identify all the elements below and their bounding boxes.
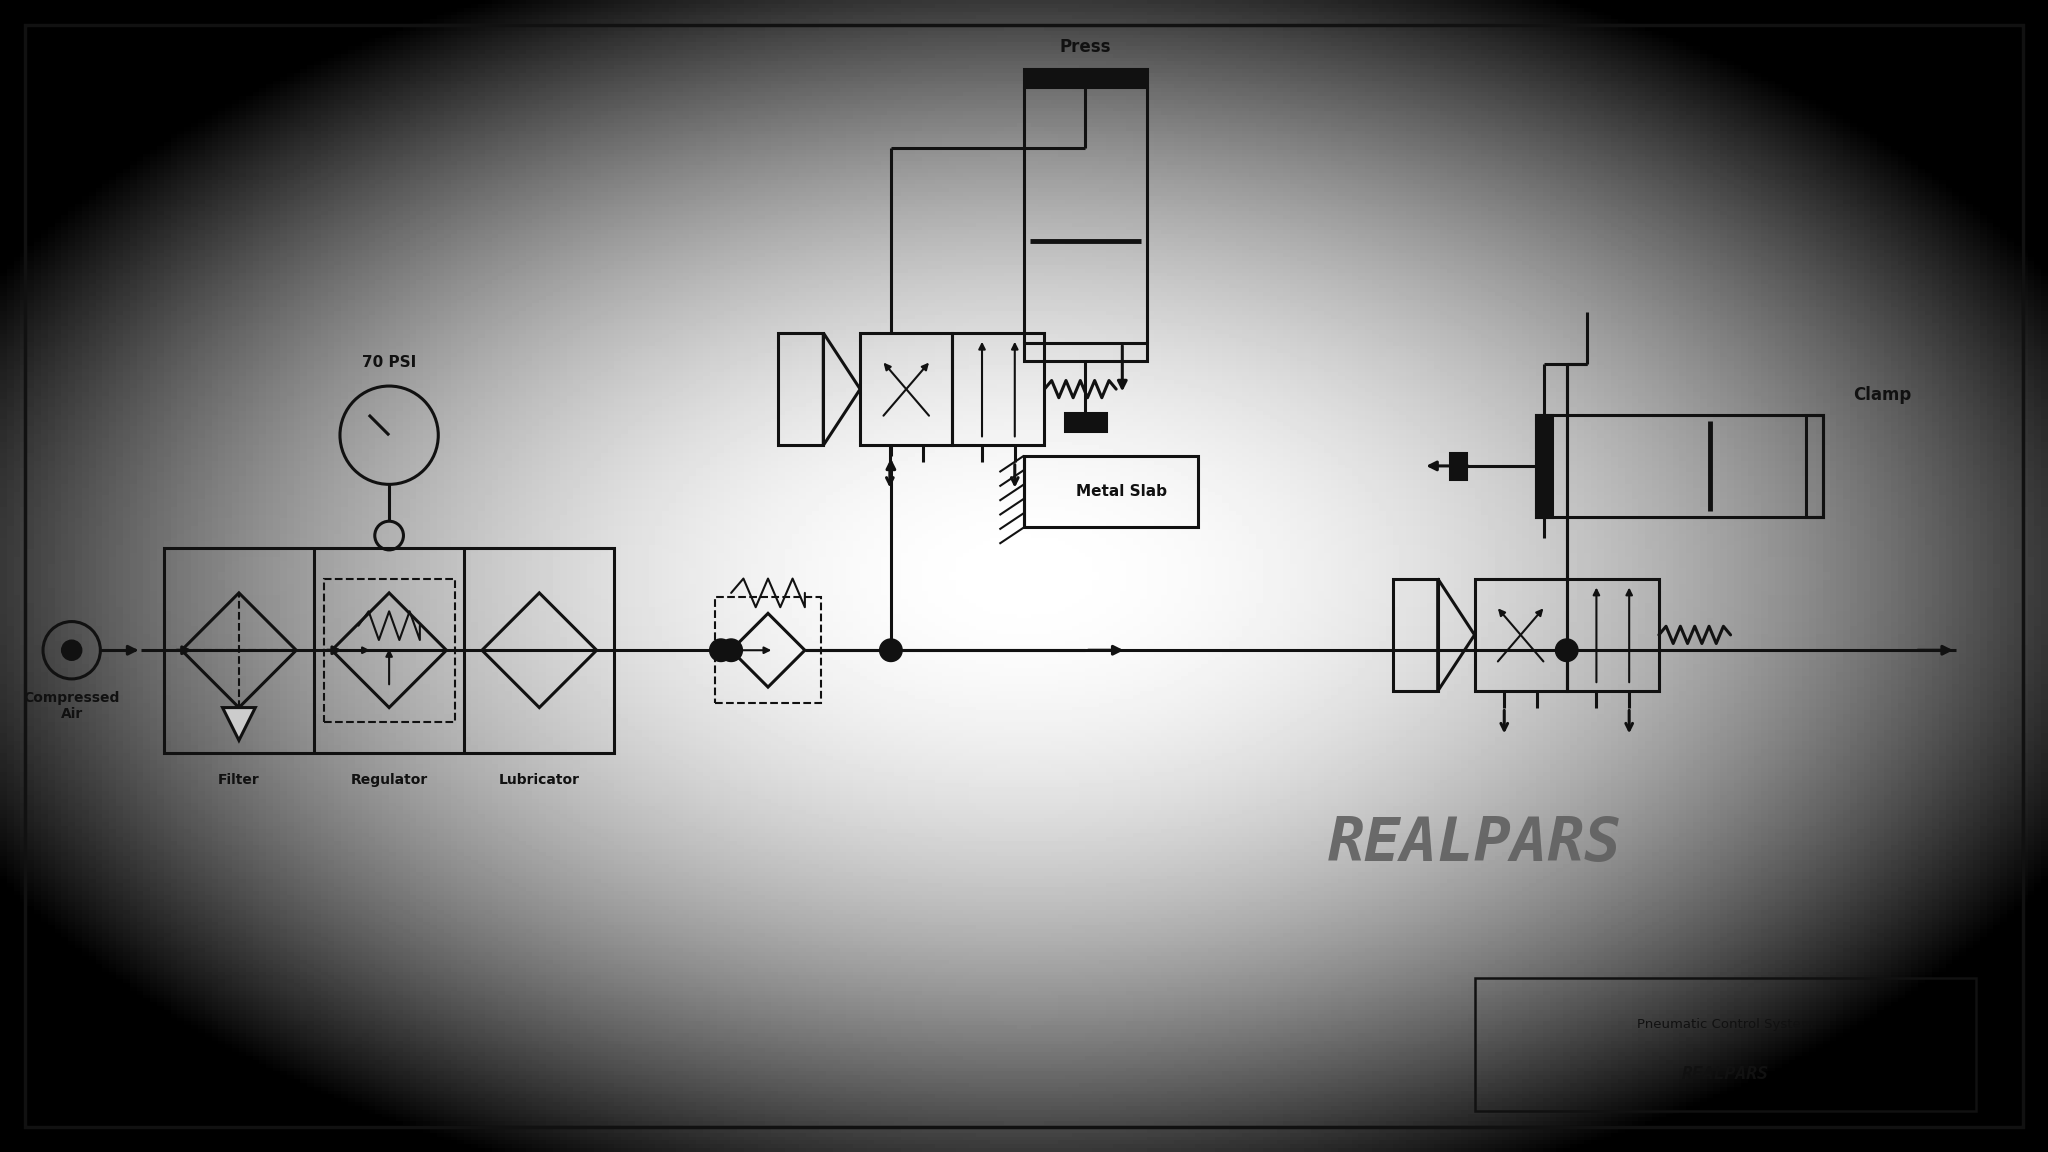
Bar xyxy=(1536,415,1552,517)
Bar xyxy=(1393,578,1438,691)
Bar xyxy=(1450,453,1466,479)
Circle shape xyxy=(721,639,743,661)
Text: Compressed
Air: Compressed Air xyxy=(23,691,121,721)
Bar xyxy=(1475,978,1976,1111)
Bar xyxy=(1024,343,1147,362)
Bar xyxy=(1536,415,1823,517)
Text: Lubricator: Lubricator xyxy=(500,773,580,787)
Text: Metal Slab: Metal Slab xyxy=(1075,484,1167,499)
Bar xyxy=(324,578,455,722)
Text: REALPARS: REALPARS xyxy=(1327,816,1622,874)
Text: Pneumatic Control System: Pneumatic Control System xyxy=(1636,1018,1815,1031)
Circle shape xyxy=(881,639,901,661)
Text: 70 PSI: 70 PSI xyxy=(362,355,416,370)
Bar xyxy=(860,333,952,446)
Text: Clamp: Clamp xyxy=(1853,386,1911,404)
Bar xyxy=(1806,415,1823,517)
Circle shape xyxy=(711,639,733,661)
Circle shape xyxy=(1556,639,1579,661)
Bar xyxy=(952,333,1044,446)
Text: REALPARS: REALPARS xyxy=(1681,1064,1769,1083)
Bar xyxy=(778,333,823,446)
Circle shape xyxy=(63,641,82,659)
Bar xyxy=(1475,578,1567,691)
Bar xyxy=(1065,412,1106,431)
Text: Regulator: Regulator xyxy=(350,773,428,787)
Text: Press: Press xyxy=(1059,38,1112,56)
Text: Filter: Filter xyxy=(217,773,260,787)
Bar xyxy=(164,548,614,752)
Bar xyxy=(715,597,821,704)
Polygon shape xyxy=(223,707,256,741)
Bar xyxy=(1024,456,1198,528)
Bar xyxy=(1567,578,1659,691)
Bar xyxy=(1024,69,1147,88)
